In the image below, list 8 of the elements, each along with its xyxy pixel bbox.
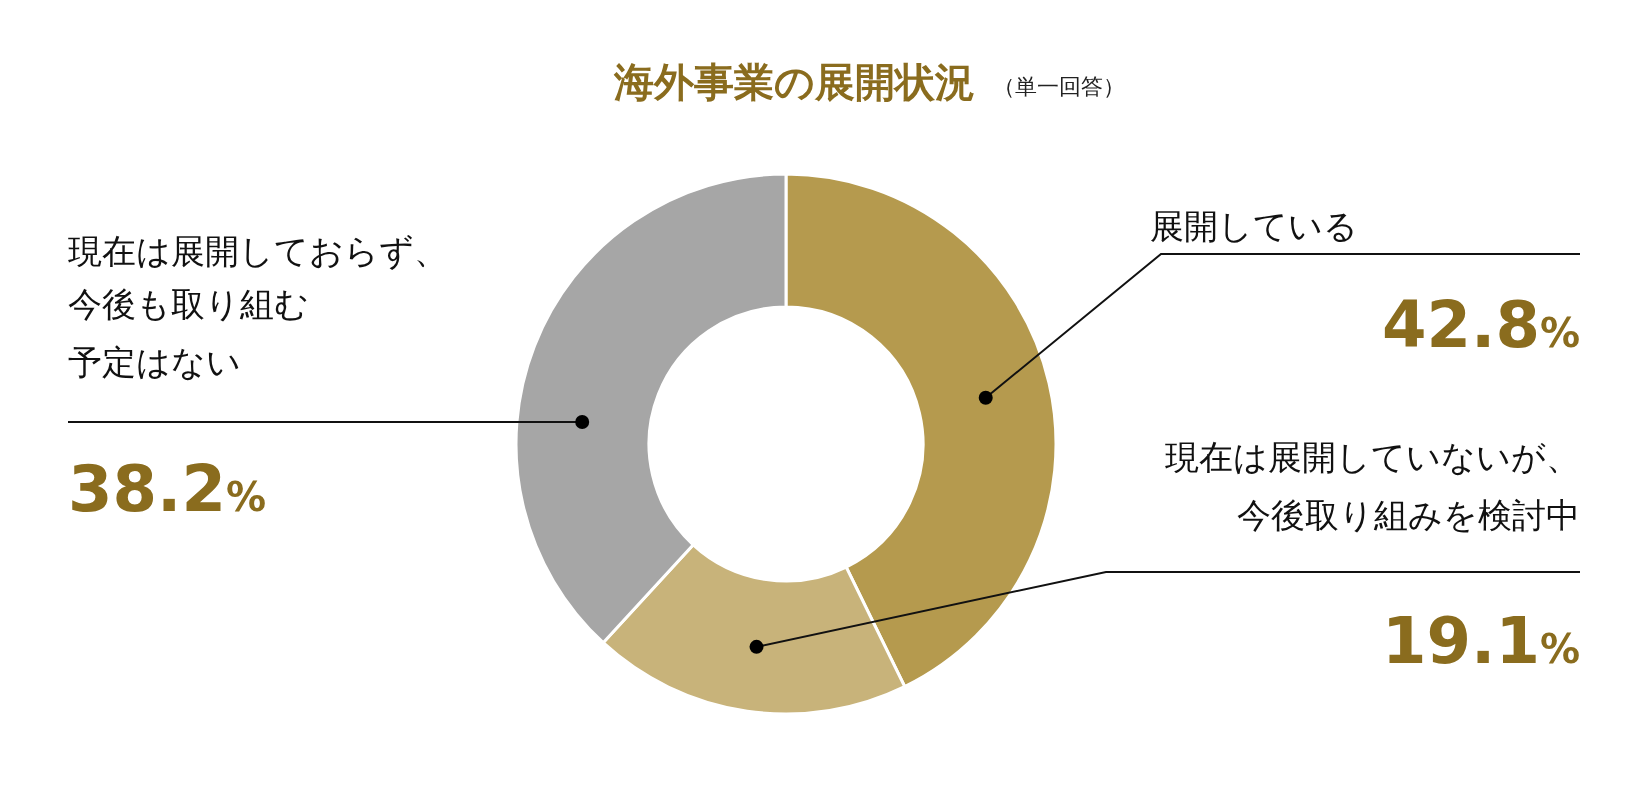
slice-label: 現在は展開しておらず、今後も取り組む予定はない (68, 231, 448, 382)
data-label: 42.8% (1382, 288, 1580, 362)
data-label: 38.2% (68, 452, 266, 526)
chart-title: 海外事業の展開状況 (613, 59, 975, 105)
slice-label: 現在は展開していないが、今後取り組みを検討中 (1165, 437, 1580, 535)
data-label: 19.1% (1382, 604, 1580, 678)
chart-subtitle: （単一回答） (993, 74, 1125, 99)
slice-label: 展開している (1150, 206, 1358, 246)
